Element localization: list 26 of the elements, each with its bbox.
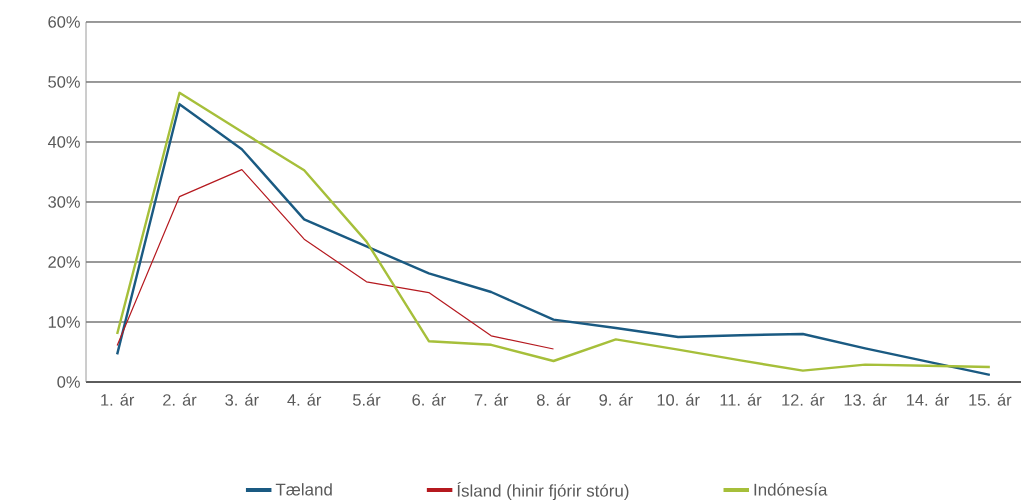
legend-label: Ísland (hinir fjórir stóru) bbox=[457, 481, 629, 501]
x-tick-label: 10. ár bbox=[657, 393, 700, 406]
x-tick-label: 1. ár bbox=[101, 393, 135, 406]
y-tick-label: 20% bbox=[48, 256, 80, 268]
x-tick-label: 6. ár bbox=[412, 393, 446, 406]
x-tick-label: 15. ár bbox=[969, 393, 1012, 406]
line-series bbox=[116, 169, 555, 350]
legend-label: Indónesía bbox=[754, 483, 828, 496]
x-tick-label: 5.ár bbox=[353, 393, 381, 406]
y-tick-label: 30% bbox=[48, 196, 80, 208]
x-tick-label: 3. ár bbox=[225, 393, 259, 406]
x-tick-label: 11. ár bbox=[720, 393, 762, 406]
x-tick-label: 2. ár bbox=[163, 393, 197, 406]
x-tick-label: 9. ár bbox=[599, 393, 633, 406]
x-tick-label: 8. ár bbox=[537, 393, 571, 406]
x-tick-label: 14. ár bbox=[906, 393, 950, 406]
y-tick-label: 50% bbox=[48, 76, 80, 88]
legend-label: Tæland bbox=[275, 483, 332, 496]
y-tick-label: 0% bbox=[57, 376, 80, 388]
y-tick-label: 10% bbox=[48, 316, 80, 328]
y-tick-label: 60% bbox=[48, 16, 80, 28]
y-tick-label: 40% bbox=[47, 136, 80, 148]
x-tick-label: 13. ár bbox=[844, 393, 887, 406]
x-tick-label: 12. ár bbox=[782, 393, 825, 406]
x-tick-label: 7. ár bbox=[474, 393, 509, 406]
x-tick-label: 4. ár bbox=[287, 393, 322, 406]
